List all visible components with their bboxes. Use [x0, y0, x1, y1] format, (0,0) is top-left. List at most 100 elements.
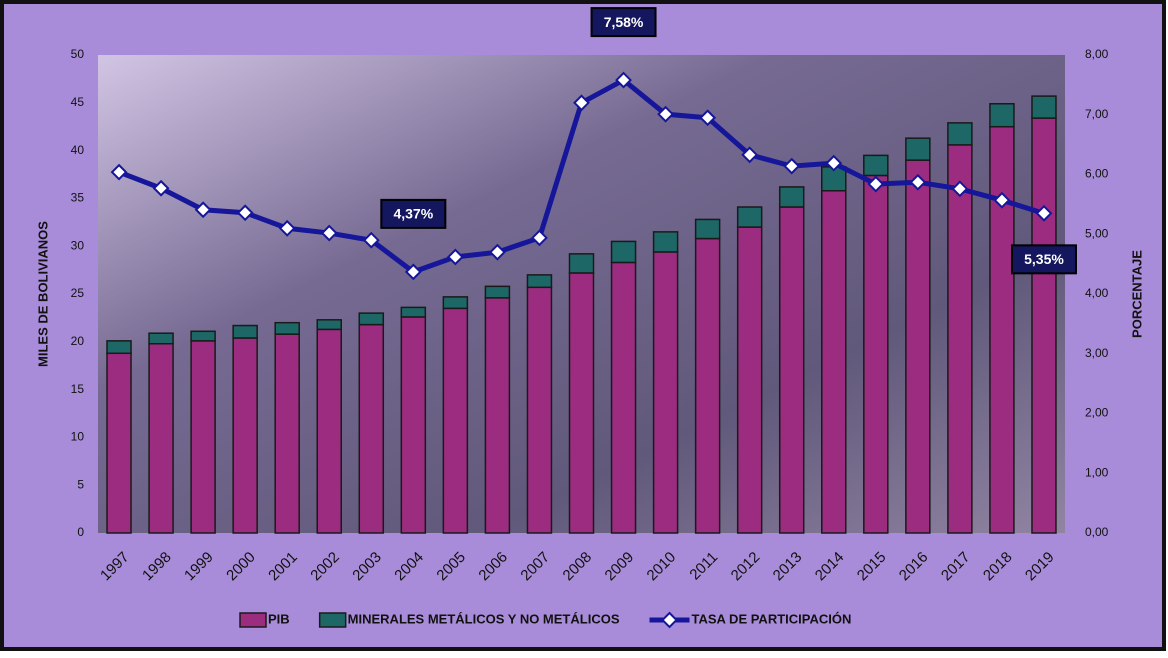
- legend-label: PIB: [268, 611, 290, 626]
- bar-segment: [905, 137, 931, 161]
- marker: [867, 175, 885, 193]
- marker: [783, 157, 801, 175]
- bar-segment: [1031, 117, 1057, 534]
- bar-segment: [400, 306, 427, 318]
- y-tick-label: 15: [71, 382, 85, 396]
- bar-segment: [316, 328, 342, 534]
- marker: [657, 105, 675, 123]
- marker: [951, 180, 969, 198]
- y-tick-label: 45: [71, 95, 85, 109]
- bar-segment: [652, 251, 679, 534]
- bar-segment: [989, 103, 1015, 128]
- marker: [236, 204, 254, 222]
- bar-segment: [989, 125, 1015, 534]
- bar-segment: [821, 190, 847, 534]
- bar-segment: [442, 296, 469, 310]
- bar-segment: [358, 323, 385, 534]
- bar-segment: [568, 272, 595, 534]
- value-label-box: [590, 7, 657, 38]
- y-tick-label: 10: [71, 430, 85, 444]
- bar-segment: [694, 237, 721, 534]
- legend-label: TASA DE PARTICIPACIÓN: [692, 611, 852, 626]
- y-axis-title: MILES DE BOLIVIANOS: [35, 221, 50, 367]
- bar-segment: [694, 218, 721, 240]
- y-tick-label: 20: [71, 334, 85, 348]
- marker: [699, 109, 717, 127]
- bar-segment: [652, 231, 679, 253]
- marker: [194, 201, 212, 219]
- bar-segment: [316, 319, 342, 331]
- marker: [110, 163, 128, 181]
- bar-segment: [736, 226, 763, 534]
- marker: [488, 243, 506, 261]
- marker: [152, 179, 170, 197]
- marker: [320, 224, 338, 242]
- bar-segment: [778, 186, 805, 208]
- marker: [741, 146, 759, 164]
- marker: [404, 263, 422, 281]
- legend-swatch: [239, 612, 267, 628]
- y2-tick-label: 0,00: [1085, 525, 1109, 539]
- value-label: 4,37%: [393, 206, 433, 222]
- bar-segment: [863, 154, 889, 177]
- y2-axis-title: PORCENTAJE: [1129, 250, 1144, 338]
- bar-segment: [484, 285, 511, 299]
- bar-segment: [148, 332, 174, 345]
- value-label: 5,35%: [1024, 251, 1064, 267]
- y2-tick-label: 4,00: [1085, 286, 1109, 300]
- y-tick-label: 50: [71, 47, 85, 61]
- value-label-box: [380, 198, 447, 229]
- y2-tick-label: 6,00: [1085, 167, 1109, 181]
- bar-segment: [736, 206, 763, 228]
- bar-segment: [190, 330, 216, 342]
- bar-segment: [400, 316, 427, 534]
- marker: [531, 229, 548, 247]
- marker: [993, 191, 1011, 209]
- bar-segment: [232, 324, 258, 339]
- y-tick-label: 0: [77, 525, 84, 539]
- y2-tick-label: 2,00: [1085, 406, 1109, 420]
- bar-segment: [190, 340, 216, 534]
- marker: [278, 219, 296, 237]
- bar-segment: [568, 253, 595, 274]
- legend-swatch: [318, 612, 347, 628]
- bar-segment: [610, 240, 637, 264]
- bar-segment: [947, 122, 973, 146]
- bar-segment: [442, 307, 469, 534]
- legend-label: MINERALES METÁLICOS Y NO METÁLICOS: [348, 611, 620, 626]
- bar-segment: [274, 321, 300, 335]
- marker: [573, 94, 590, 112]
- bar-segment: [905, 159, 931, 534]
- y2-tick-label: 1,00: [1085, 465, 1109, 479]
- bar-segment: [778, 206, 805, 534]
- marker: [1035, 204, 1053, 222]
- bar-segment: [106, 340, 132, 355]
- bar-segment: [610, 261, 637, 534]
- bar-segment: [274, 333, 300, 534]
- bar-segment: [232, 337, 258, 534]
- y-tick-label: 5: [77, 477, 84, 491]
- marker: [362, 231, 380, 249]
- bar-segment: [526, 274, 553, 289]
- y2-tick-label: 8,00: [1085, 47, 1109, 61]
- bar-segment: [947, 144, 973, 534]
- value-label: 7,58%: [604, 14, 644, 30]
- value-label-box: [1010, 244, 1077, 275]
- y2-tick-label: 7,00: [1085, 107, 1109, 121]
- bar-segment: [358, 312, 385, 326]
- bar-segment: [484, 297, 511, 534]
- bar-segment: [863, 174, 889, 534]
- y-tick-label: 25: [71, 286, 85, 300]
- y-tick-label: 30: [71, 238, 85, 252]
- bar-segment: [106, 352, 132, 534]
- marker: [446, 248, 464, 266]
- y2-tick-label: 5,00: [1085, 226, 1109, 240]
- legend-marker: [661, 611, 678, 629]
- bar-segment: [526, 286, 553, 534]
- y2-tick-label: 3,00: [1085, 346, 1109, 360]
- marker: [825, 154, 843, 172]
- marker: [909, 173, 927, 191]
- marker: [615, 71, 632, 89]
- y-tick-label: 40: [71, 143, 85, 157]
